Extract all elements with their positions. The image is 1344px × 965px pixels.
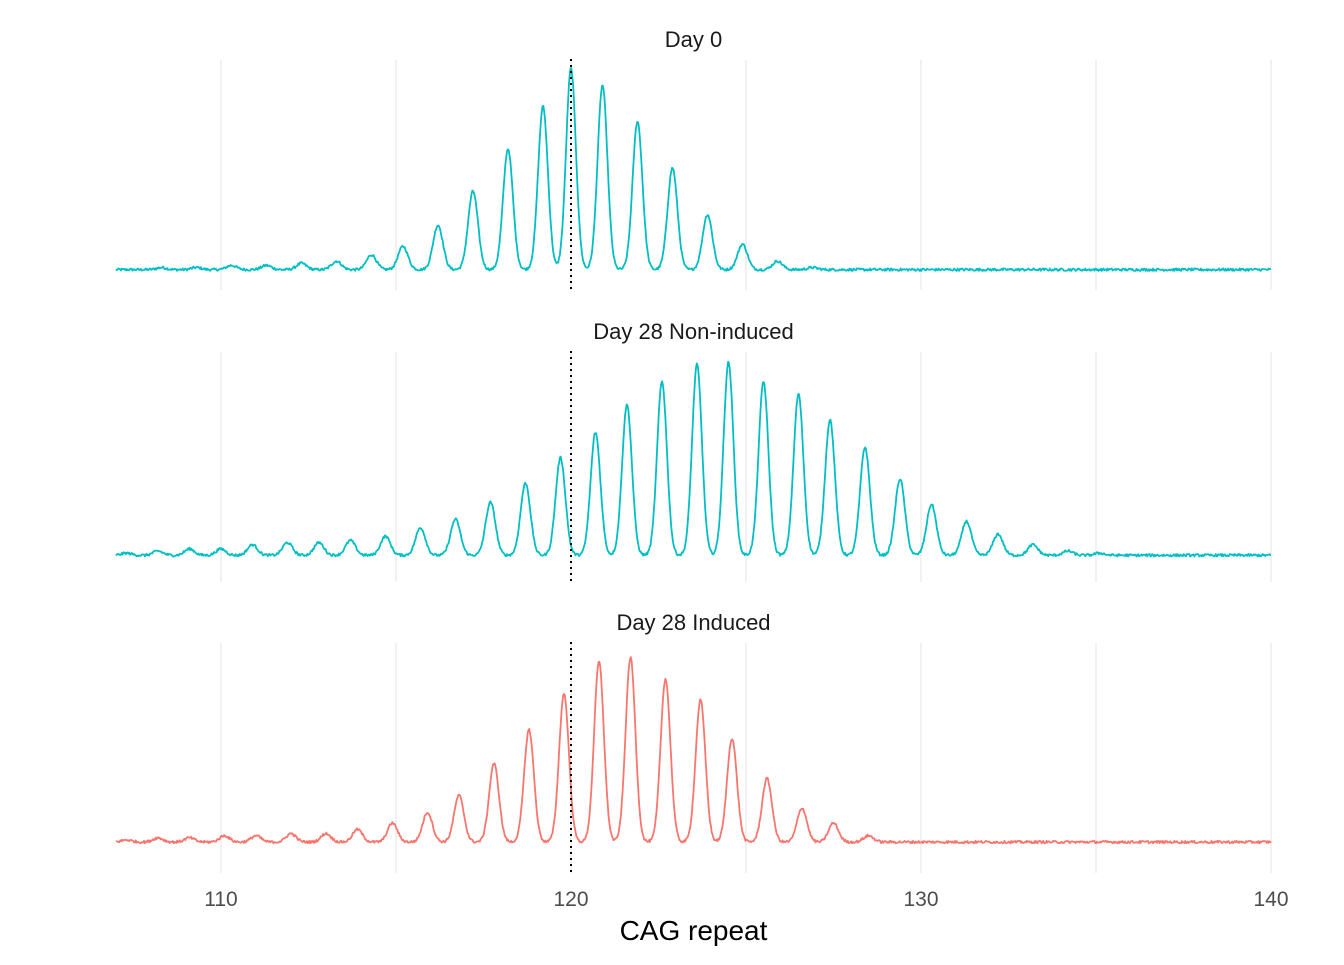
x-tick-label-140: 140 xyxy=(1253,888,1288,911)
trace-line-3 xyxy=(116,657,1271,843)
grid-layer xyxy=(221,60,1271,873)
trace-layer xyxy=(116,68,1271,855)
x-tick-label-120: 120 xyxy=(553,888,588,911)
x-axis-title: CAG repeat xyxy=(620,915,768,946)
panel-title-3: Day 28 Induced xyxy=(616,610,770,635)
x-tick-label-110: 110 xyxy=(204,888,237,911)
x-tick-label-130: 130 xyxy=(903,888,938,911)
panel-title-1: Day 0 xyxy=(665,27,722,52)
panel-title-2: Day 28 Non-induced xyxy=(593,319,794,344)
trace-line-1 xyxy=(116,68,1271,271)
trace-line-2 xyxy=(116,362,1271,557)
